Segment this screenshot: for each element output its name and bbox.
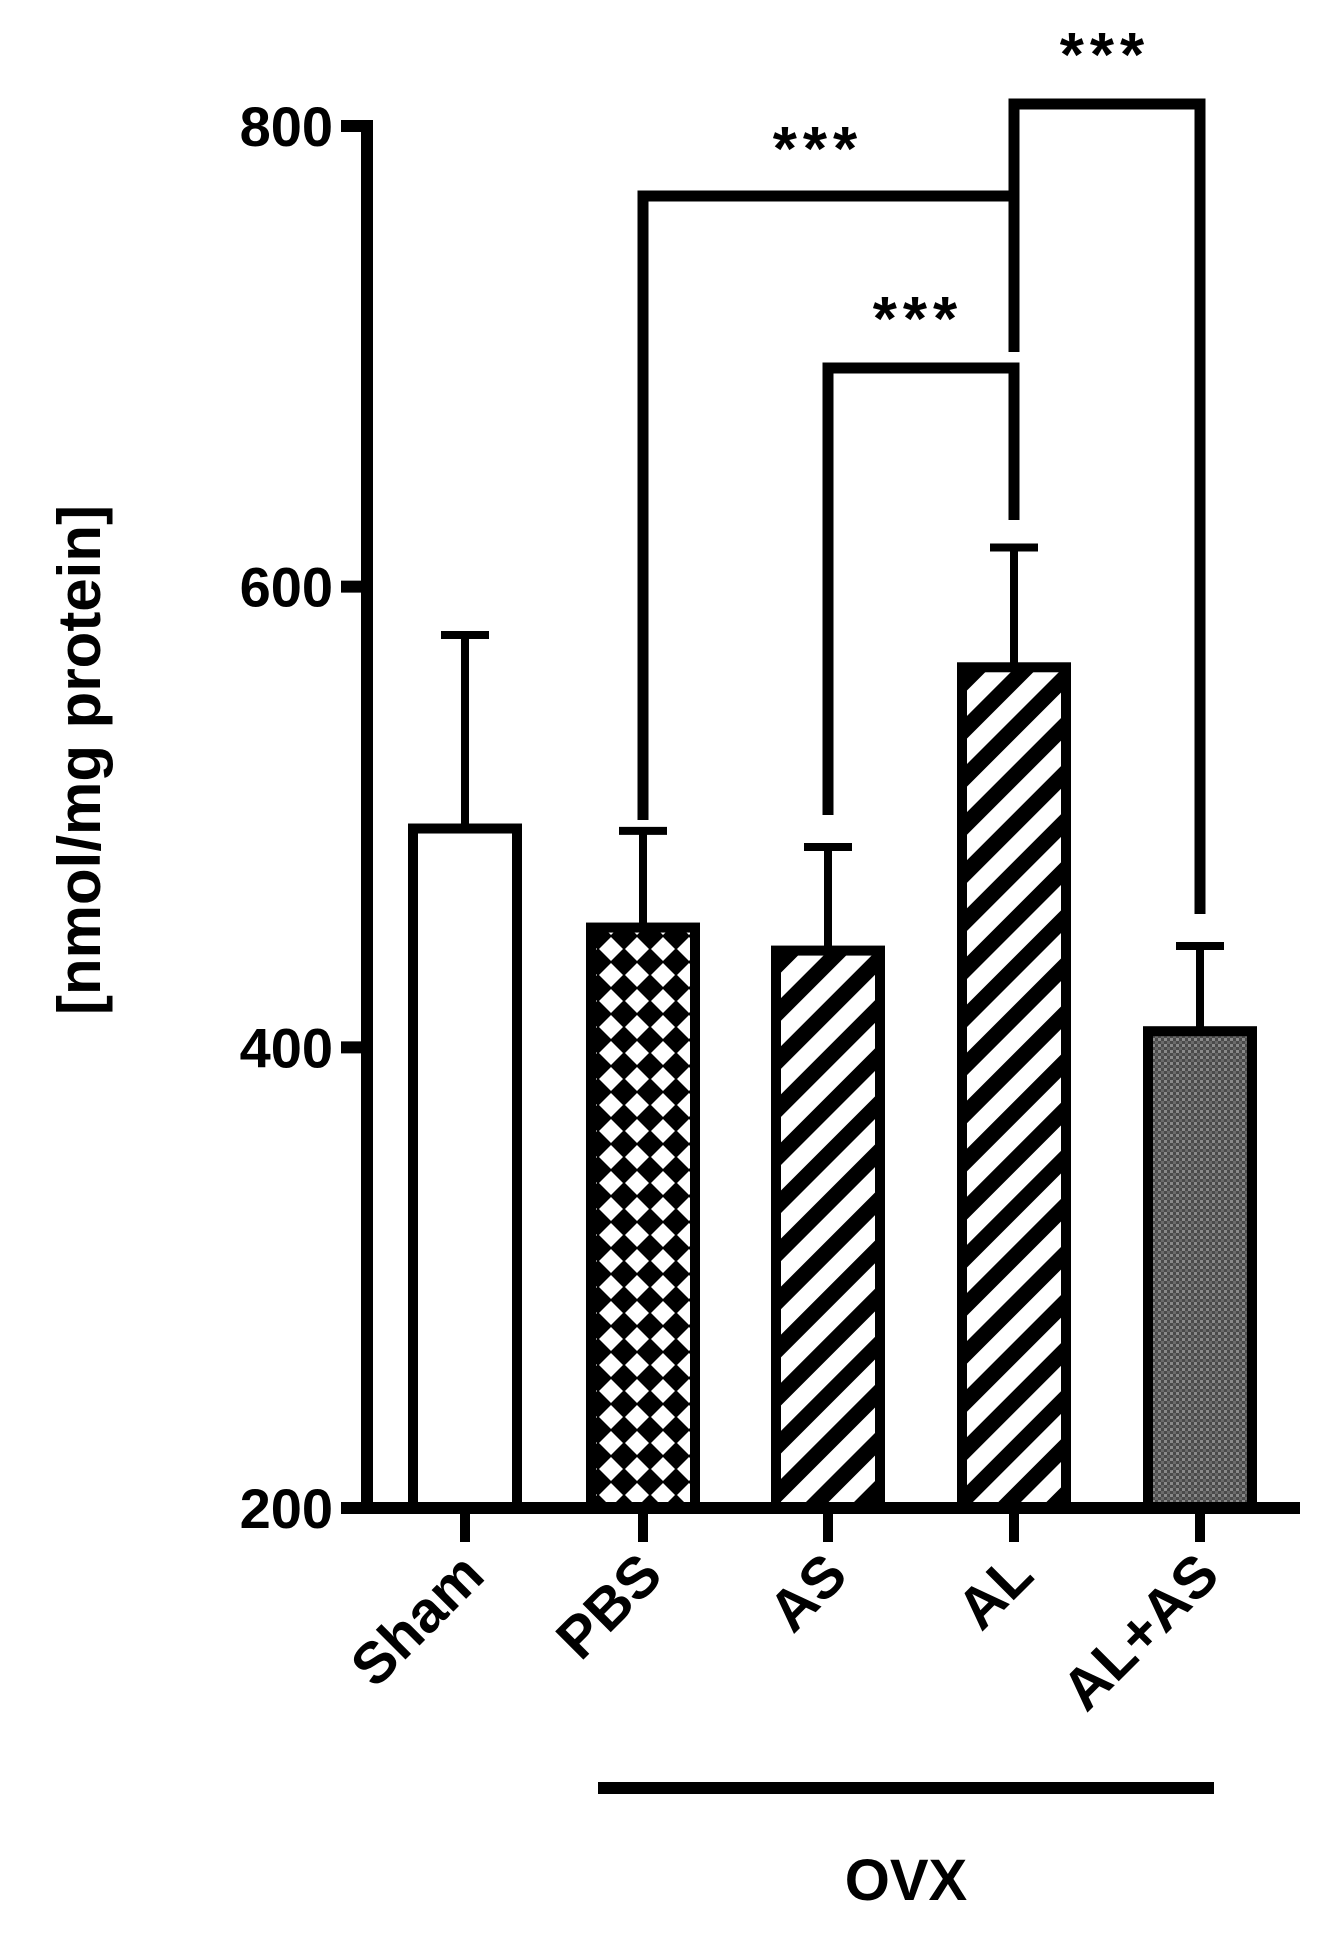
y-tick-label: 200 [240,1477,333,1540]
y-tick-label: 800 [240,95,333,158]
group-annotation: OVX [598,1782,1214,1913]
significance-label: *** [1060,21,1150,90]
x-tick-label: AL [945,1541,1046,1642]
group-label: OVX [845,1848,968,1913]
y-tick-label: 600 [240,556,333,619]
significance-bracket [1008,98,1206,914]
x-tick-label: PBS [544,1541,674,1671]
y-axis-title: [nmol/mg protein] [46,505,113,1015]
bar-as [771,945,885,1513]
y-axis: 200 400 600 800 [240,95,373,1540]
significance-annotations: *** *** *** [637,21,1206,914]
x-axis: Sham PBS AS AL AL+AS [339,1502,1300,1723]
bar-al [957,662,1071,1513]
x-tick-label: AL+AS [1050,1541,1232,1723]
significance-bracket [822,362,1020,815]
bar-al-as [1143,1026,1257,1513]
x-tick-label: Sham [339,1541,497,1699]
significance-bracket [637,190,1014,820]
y-tick-label: 400 [240,1016,333,1079]
bar-pbs [586,922,700,1513]
significance-label: *** [773,115,863,184]
bar-sham [408,823,522,1513]
x-tick-label: AS [756,1541,859,1644]
significance-label: *** [873,285,963,354]
